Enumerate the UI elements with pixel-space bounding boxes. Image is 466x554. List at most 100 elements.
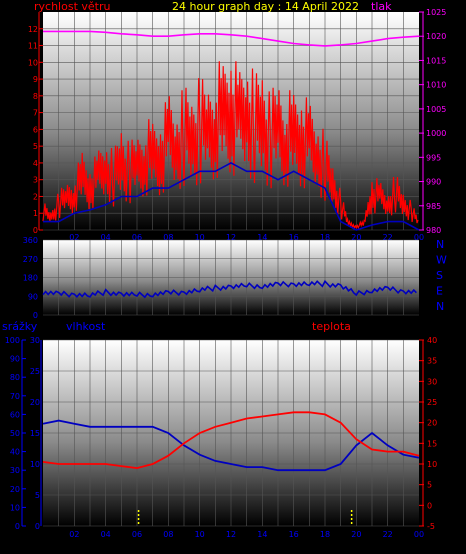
direction-panel-grid <box>43 239 419 316</box>
series-gusts <box>42 61 419 230</box>
precip-tick-label: 0 <box>15 522 20 531</box>
y-tick-label: 4 <box>33 159 38 168</box>
y2-tick-label: 1025 <box>426 8 446 17</box>
precip-tick-label: 10 <box>10 503 20 512</box>
humidity-panel-series <box>42 411 420 526</box>
y2-tick-label: 15 <box>427 439 437 448</box>
series-direction <box>42 279 417 299</box>
y-tick-label: 1 <box>33 209 38 218</box>
y2-tick-label: 995 <box>426 153 441 162</box>
y-tick-label: 30 <box>30 336 40 345</box>
y-tick-label: 10 <box>30 460 40 469</box>
direction-ticks: 0 90 180 270 360 <box>23 236 38 320</box>
precip-tick-label: 30 <box>10 466 20 475</box>
y2-tick-label: 10 <box>427 460 437 469</box>
x-tick-label: 04 <box>101 233 111 242</box>
y2-tick-label: 1005 <box>426 105 446 114</box>
y2-tick-label: 0 <box>427 501 432 510</box>
compass-label: N <box>436 238 444 251</box>
series-humidity <box>42 419 420 472</box>
precipitation-ticks: 0 10 20 30 40 50 60 70 80 90 100 <box>5 336 26 531</box>
x-tick-label: 02 <box>69 530 79 539</box>
precip-tick-label: 80 <box>10 373 20 382</box>
y-tick-label: 15 <box>30 429 40 438</box>
y-tick-label: 20 <box>30 398 40 407</box>
precipitation-axis-label: srážky <box>2 320 38 333</box>
y2-tick-label: 1010 <box>426 81 446 90</box>
y-tick-label: 90 <box>28 292 38 301</box>
x-tick-label: 00 <box>414 530 424 539</box>
y2-tick-label: 20 <box>427 419 437 428</box>
x-tick-label: 00 <box>414 233 424 242</box>
direction-series <box>42 279 417 299</box>
y-tick-label: 5 <box>33 142 38 151</box>
y-tick-label: 6 <box>33 125 38 134</box>
y2-tick-label: 30 <box>427 377 437 386</box>
y-tick-label: 10 <box>28 58 38 67</box>
pressure-ticks: 980 985 990 995 1000 1005 1010 1015 1020 1025 <box>419 8 446 235</box>
x-tick-label: 04 <box>101 530 111 539</box>
y-tick-label: 0 <box>33 311 38 320</box>
chart-title: 24 hour graph day : 14 April 2022 <box>172 0 359 13</box>
precip-tick-label: 90 <box>10 355 20 364</box>
wind-x-ticks: 02 04 06 08 10 12 14 16 18 20 22 00 <box>69 233 424 242</box>
y-tick-label: 270 <box>23 255 38 264</box>
wind-panel-series <box>42 30 420 231</box>
x-tick-label: 12 <box>226 530 236 539</box>
temperature-ticks: -5 0 5 10 15 20 25 30 35 40 <box>419 336 437 531</box>
y-tick-label: 7 <box>33 109 38 118</box>
y-tick-label: 8 <box>33 92 38 101</box>
x-tick-label: 06 <box>132 233 142 242</box>
y2-tick-label: 25 <box>427 398 437 407</box>
compass-label: S <box>436 269 443 282</box>
y-tick-label: 25 <box>30 367 40 376</box>
x-tick-label: 06 <box>132 530 142 539</box>
x-tick-label: 14 <box>257 530 267 539</box>
humidity-axis-label: vlhkost <box>66 320 106 333</box>
wind-speed-axis-label: rychlost větru <box>34 0 110 13</box>
temperature-axis-label: teplota <box>312 320 351 333</box>
y-tick-label: 3 <box>33 176 38 185</box>
x-tick-label: 08 <box>163 233 173 242</box>
x-tick-label: 20 <box>351 233 361 242</box>
humidity-x-ticks: 02 04 06 08 10 12 14 16 18 20 22 00 <box>69 530 424 539</box>
compass-label: N <box>436 300 444 313</box>
y2-tick-label: 990 <box>426 178 441 187</box>
x-tick-label: 10 <box>195 233 205 242</box>
y-tick-label: 9 <box>33 75 38 84</box>
precip-tick-label: 40 <box>10 448 20 457</box>
x-tick-label: 18 <box>320 530 330 539</box>
y-tick-label: 5 <box>35 491 40 500</box>
y2-tick-label: 1000 <box>426 129 446 138</box>
y-tick-label: 0 <box>33 226 38 235</box>
x-tick-label: 08 <box>163 530 173 539</box>
y-tick-label: 11 <box>28 42 38 51</box>
y2-tick-label: 980 <box>426 226 441 235</box>
precip-tick-label: 50 <box>10 429 20 438</box>
y2-tick-label: -5 <box>427 522 435 531</box>
y-tick-label: 180 <box>23 274 38 283</box>
x-tick-label: 02 <box>69 233 79 242</box>
x-tick-label: 16 <box>289 530 299 539</box>
y2-tick-label: 985 <box>426 202 441 211</box>
x-tick-label: 22 <box>383 233 393 242</box>
y2-tick-label: 1015 <box>426 56 446 65</box>
precip-tick-label: 60 <box>10 410 20 419</box>
x-tick-label: 14 <box>257 233 267 242</box>
humidity-ticks: 0 5 10 15 20 25 30 <box>30 336 42 531</box>
compass-label: W <box>436 254 447 267</box>
y-tick-label: 360 <box>23 236 38 245</box>
y2-tick-label: 35 <box>427 357 437 366</box>
precip-tick-label: 70 <box>10 392 20 401</box>
series-wind <box>43 161 420 231</box>
series-pressure <box>43 30 420 47</box>
pressure-axis-label: tlak <box>371 0 392 13</box>
x-tick-label: 18 <box>320 233 330 242</box>
y-tick-label: 0 <box>35 522 40 531</box>
compass-label: E <box>436 285 443 298</box>
precip-tick-label: 100 <box>5 336 20 345</box>
x-tick-label: 20 <box>351 530 361 539</box>
